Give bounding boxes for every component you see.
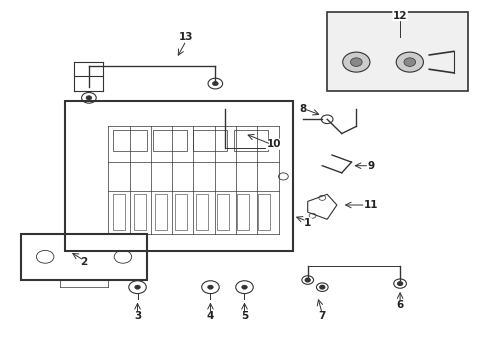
Text: 10: 10	[266, 139, 280, 149]
Bar	[154, 194, 166, 230]
Bar	[153, 130, 187, 152]
Text: 12: 12	[392, 11, 407, 21]
Circle shape	[86, 96, 92, 100]
Circle shape	[241, 285, 247, 289]
Text: 7: 7	[318, 311, 325, 321]
Circle shape	[319, 285, 324, 289]
Circle shape	[305, 278, 309, 282]
Text: 5: 5	[241, 311, 247, 321]
Circle shape	[212, 81, 218, 86]
Bar	[216, 194, 228, 230]
Bar	[134, 194, 146, 230]
Circle shape	[395, 52, 423, 72]
Text: 1: 1	[304, 218, 311, 228]
Circle shape	[342, 52, 369, 72]
Bar	[196, 194, 207, 230]
Bar	[193, 130, 227, 152]
Circle shape	[403, 58, 415, 66]
Text: 13: 13	[179, 32, 193, 42]
Circle shape	[397, 282, 402, 285]
Circle shape	[207, 285, 213, 289]
Bar	[237, 194, 249, 230]
Text: 4: 4	[206, 311, 214, 321]
Bar	[113, 130, 147, 152]
Bar	[113, 194, 125, 230]
Bar	[233, 130, 267, 152]
Text: 9: 9	[366, 161, 374, 171]
Circle shape	[134, 285, 140, 289]
Text: 6: 6	[396, 300, 403, 310]
Bar	[257, 194, 269, 230]
Circle shape	[350, 58, 362, 66]
Text: 2: 2	[80, 257, 87, 267]
Text: 11: 11	[363, 200, 377, 210]
Text: 8: 8	[299, 104, 306, 113]
Text: 3: 3	[134, 311, 141, 321]
Bar	[175, 194, 187, 230]
FancyBboxPatch shape	[326, 12, 467, 91]
